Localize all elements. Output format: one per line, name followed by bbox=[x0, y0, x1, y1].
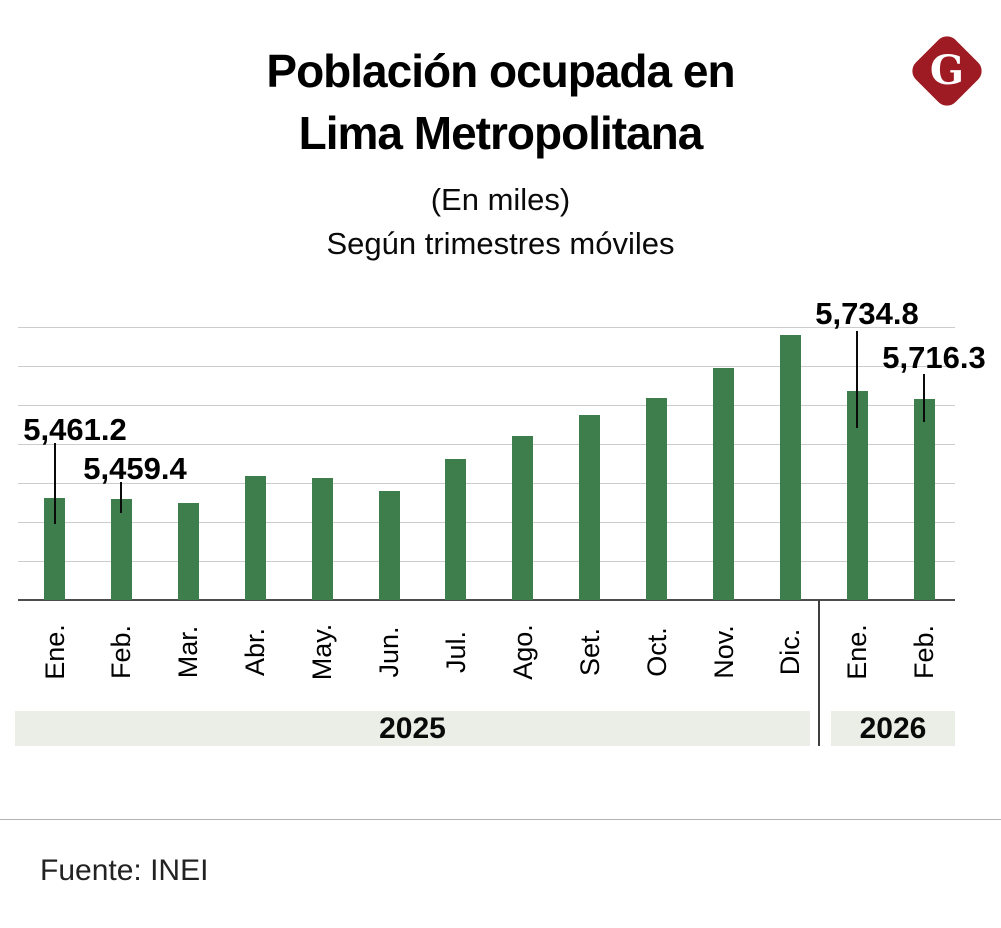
bar-dic-2025 bbox=[780, 335, 801, 600]
gridline bbox=[18, 522, 955, 523]
title-line-2: Lima Metropolitana bbox=[298, 107, 704, 159]
bar-set-2025 bbox=[579, 415, 600, 600]
leader-line bbox=[120, 482, 122, 513]
data-label: 5,734.8 bbox=[815, 296, 919, 331]
leader-line bbox=[856, 331, 858, 428]
gridline bbox=[18, 561, 955, 562]
bar-feb-2025 bbox=[111, 499, 132, 600]
x-tick-label-jun-2025: Jun. bbox=[374, 626, 404, 678]
footer-divider bbox=[0, 819, 1001, 820]
data-label: 5,716.3 bbox=[882, 340, 986, 375]
subtitle-units: (En miles) bbox=[430, 182, 571, 217]
subtitle-note: Según trimestres móviles bbox=[326, 226, 675, 261]
x-tick-label-ago-2025: Ago. bbox=[508, 624, 538, 680]
bar-jun-2025 bbox=[379, 491, 400, 600]
x-tick-label-oct-2025: Oct. bbox=[642, 627, 672, 677]
x-tick-label-mar-2025: Mar. bbox=[173, 625, 203, 679]
bar-ago-2025 bbox=[512, 436, 533, 600]
data-label: 5,461.2 bbox=[23, 412, 127, 447]
x-tick-label-feb-2025: Feb. bbox=[106, 624, 136, 680]
x-tick-label-ene-2025: Ene. bbox=[40, 624, 70, 680]
gridline bbox=[18, 327, 955, 328]
bar-ene-2026 bbox=[847, 391, 868, 600]
year-divider-line bbox=[818, 600, 820, 746]
x-axis-line bbox=[18, 599, 955, 601]
x-tick-label-jul-2025: Jul. bbox=[441, 630, 471, 674]
x-tick-label-abr-2025: Abr. bbox=[240, 627, 270, 677]
bar-abr-2025 bbox=[245, 476, 266, 600]
x-tick-label-set-2025: Set. bbox=[575, 627, 605, 677]
gridline bbox=[18, 483, 955, 484]
year-band-2026: 2026 bbox=[831, 711, 955, 746]
bar-nov-2025 bbox=[713, 368, 734, 600]
title-line-1: Población ocupada en bbox=[266, 45, 735, 97]
gridline bbox=[18, 405, 955, 406]
source-label: Fuente: INEI bbox=[40, 854, 209, 887]
bar-may-2025 bbox=[312, 478, 333, 600]
gridline bbox=[18, 366, 955, 367]
gridline bbox=[18, 444, 955, 445]
bar-oct-2025 bbox=[646, 398, 667, 600]
x-tick-label-may-2025: May. bbox=[307, 623, 337, 681]
leader-line bbox=[54, 443, 56, 524]
bar-ene-2025 bbox=[44, 498, 65, 600]
leader-line bbox=[923, 374, 925, 422]
bar-feb-2026 bbox=[914, 399, 935, 600]
year-band-2025: 2025 bbox=[15, 711, 810, 746]
page-title: Población ocupada en Lima Metropolitana bbox=[0, 40, 1001, 164]
data-label: 5,459.4 bbox=[83, 451, 187, 486]
x-tick-label-nov-2025: Nov. bbox=[709, 625, 739, 679]
bar-mar-2025 bbox=[178, 503, 199, 600]
x-tick-label-dic-2025: Dic. bbox=[775, 628, 805, 676]
x-tick-label-ene-2026: Ene. bbox=[842, 624, 872, 680]
bar-jul-2025 bbox=[445, 459, 466, 600]
x-tick-label-feb-2026: Feb. bbox=[909, 624, 939, 680]
